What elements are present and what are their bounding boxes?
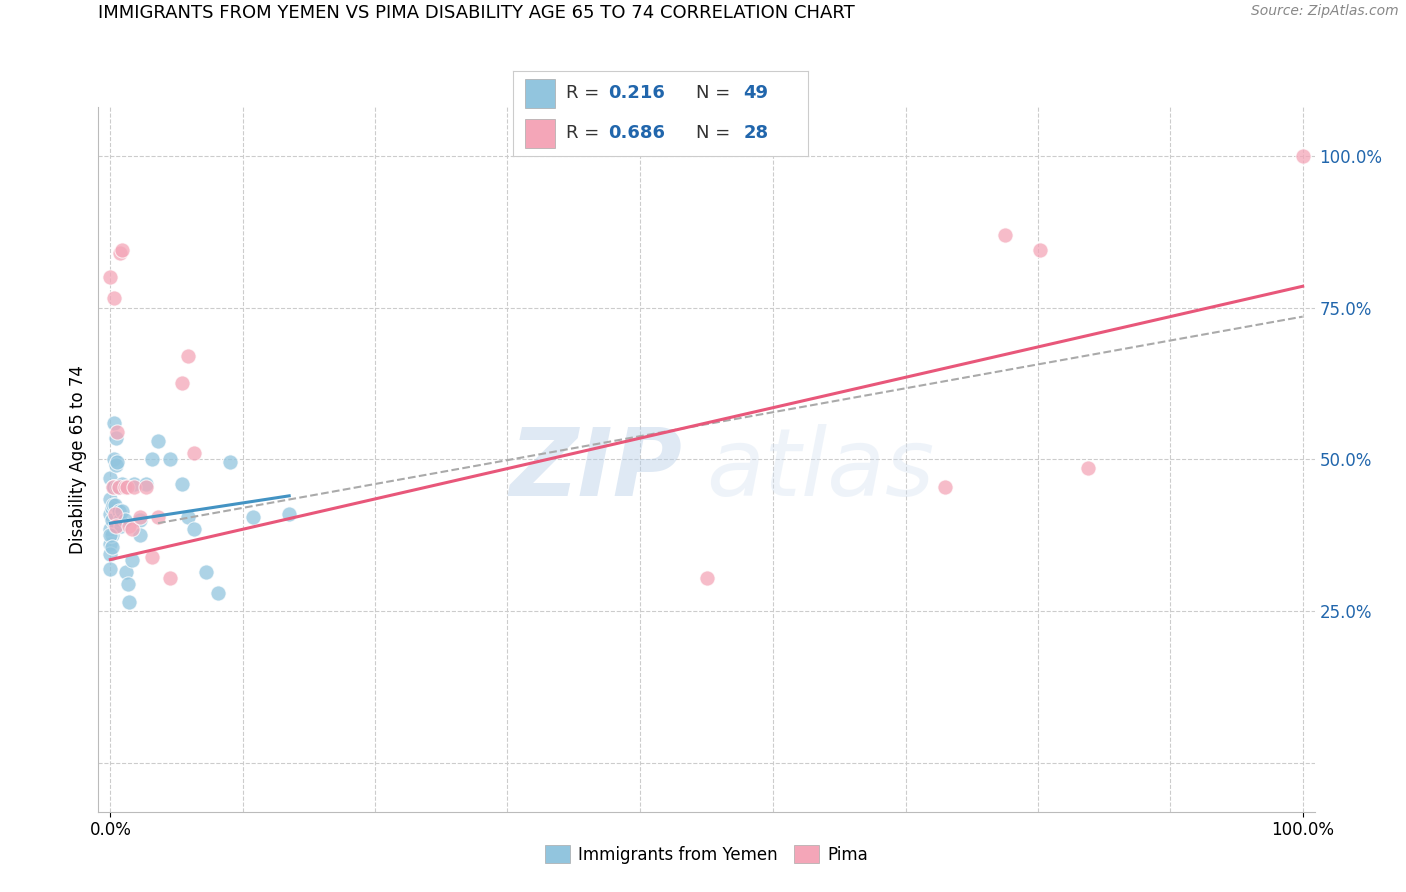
Point [107,480,129,494]
Point [107,504,129,518]
Point [170,376,193,391]
Point [104,519,127,533]
Point [183,522,205,536]
Point [108,513,131,527]
Text: R =: R = [567,124,606,142]
Point [105,458,128,473]
Point [98,562,121,576]
Point [111,504,134,518]
Point [98,270,121,285]
Point [111,243,134,257]
Point [107,425,129,439]
Point [194,565,217,579]
Point [135,476,157,491]
Point [159,571,181,585]
Point [100,528,122,542]
Point [141,549,163,564]
Point [111,476,134,491]
Point [129,513,152,527]
Point [114,480,136,494]
Point [207,586,229,600]
Point [122,480,145,494]
Point [98,470,121,484]
Legend: Immigrants from Yemen, Pima: Immigrants from Yemen, Pima [538,838,875,871]
Point [108,245,131,260]
Y-axis label: Disability Age 65 to 74: Disability Age 65 to 74 [69,365,87,554]
Point [994,227,1017,242]
Point [146,434,169,449]
Point [146,510,169,524]
Point [98,537,121,551]
Point [121,552,143,566]
Point [121,522,143,536]
Point [242,510,264,524]
Point [159,452,181,467]
FancyBboxPatch shape [524,119,554,147]
Point [183,446,205,460]
Point [100,500,122,515]
Point [934,480,956,494]
Point [98,528,121,542]
Point [177,510,200,524]
Point [218,455,240,469]
Text: 28: 28 [744,124,769,142]
FancyBboxPatch shape [524,79,554,108]
Point [170,476,193,491]
Point [118,595,141,609]
Point [107,480,129,494]
Text: 0.216: 0.216 [607,85,665,103]
Point [103,452,125,467]
Text: N =: N = [696,124,737,142]
Point [100,513,122,527]
Text: 49: 49 [744,85,769,103]
Point [103,416,125,430]
Point [105,519,128,533]
Point [129,528,152,542]
Point [103,480,125,494]
Point [115,480,138,494]
Text: Source: ZipAtlas.com: Source: ZipAtlas.com [1251,4,1399,19]
Point [1292,148,1315,162]
Text: R =: R = [567,85,606,103]
Point [107,480,129,494]
Point [114,513,136,527]
Point [101,480,124,494]
Point [101,480,124,494]
Point [117,577,139,591]
Text: IMMIGRANTS FROM YEMEN VS PIMA DISABILITY AGE 65 TO 74 CORRELATION CHART: IMMIGRANTS FROM YEMEN VS PIMA DISABILITY… [98,4,855,22]
Text: atlas: atlas [707,425,935,516]
Point [278,507,301,521]
Point [98,491,121,506]
Text: 0.686: 0.686 [607,124,665,142]
Point [101,498,124,512]
Point [104,507,127,521]
Point [177,349,200,363]
Point [1029,243,1052,257]
Point [129,510,152,524]
Point [122,476,145,491]
Point [115,565,138,579]
Point [105,431,128,445]
Point [1077,461,1099,475]
Point [135,480,157,494]
Point [100,541,122,555]
Point [110,519,132,533]
Point [141,452,163,467]
Point [98,547,121,561]
Point [98,507,121,521]
Text: ZIP: ZIP [509,424,682,516]
Point [98,522,121,536]
Point [104,498,127,512]
Point [696,571,718,585]
Point [118,519,141,533]
Point [103,292,125,306]
Point [107,455,129,469]
Text: N =: N = [696,85,737,103]
